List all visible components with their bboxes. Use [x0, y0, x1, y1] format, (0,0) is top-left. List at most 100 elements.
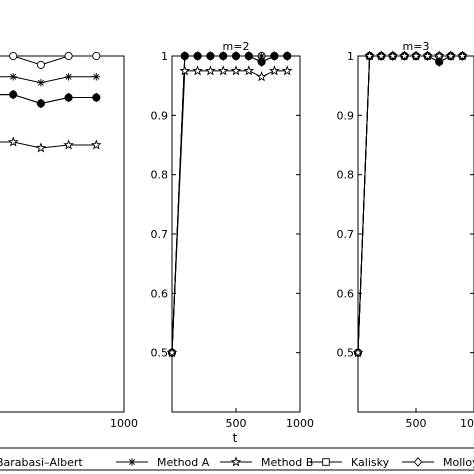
series-line — [357, 55, 463, 353]
legend-label: Method A — [157, 456, 210, 469]
panel-2: m=2 500 1000 0.5 0.6 0.7 0.8 0.9 1 — [151, 40, 315, 430]
data-point — [364, 50, 375, 61]
legend-label: Barabasi–Albert — [0, 456, 83, 469]
data-point — [36, 99, 45, 108]
data-point — [399, 50, 410, 61]
x-tick-label: 1000 — [286, 417, 314, 430]
panel-1: m=15001000 — [0, 51, 138, 430]
data-point — [281, 65, 293, 76]
series-circle-filled — [353, 51, 467, 357]
series-line — [357, 55, 463, 353]
y-tick-label: 0.6 — [151, 287, 169, 300]
series-line — [171, 55, 288, 353]
data-point — [92, 72, 101, 81]
data-point — [270, 51, 279, 61]
data-point — [219, 51, 228, 61]
data-point — [192, 65, 203, 76]
data-point — [63, 139, 74, 150]
series-star — [0, 136, 102, 153]
series-line — [171, 55, 288, 353]
data-point — [180, 51, 189, 61]
data-point — [375, 50, 387, 61]
data-point — [9, 90, 18, 99]
panel-title: m=3 — [403, 40, 430, 53]
series-circle-open — [0, 51, 101, 69]
data-point — [243, 65, 255, 76]
data-point — [422, 50, 433, 61]
x-tick-label: 500 — [226, 417, 247, 430]
data-point — [90, 139, 102, 150]
legend-marker — [413, 457, 423, 467]
panel-title: m=2 — [223, 40, 250, 53]
series-circle-open — [167, 51, 292, 357]
plot-frame — [171, 55, 301, 413]
legend-entry: Kalisky — [310, 456, 390, 469]
y-tick-label: 0.8 — [337, 169, 355, 182]
legend-marker — [230, 456, 242, 467]
data-point — [257, 57, 266, 66]
y-tick-label: 1 — [347, 50, 354, 63]
legend: Barabasi–Albert Method A Method B Kalisky Mo… — [0, 447, 474, 471]
data-point — [9, 72, 17, 81]
series-asterisk — [168, 52, 291, 357]
series-diamond — [0, 89, 101, 109]
data-point — [433, 50, 445, 61]
data-point — [64, 72, 73, 81]
series-line — [357, 55, 463, 353]
series-line — [0, 94, 97, 104]
series-circle-filled — [0, 90, 101, 108]
legend-label: Method B — [261, 456, 313, 469]
series-line — [171, 55, 288, 353]
legend-entry: Method B — [220, 456, 313, 469]
data-point — [166, 347, 178, 358]
series-diamond — [353, 51, 467, 358]
plot-frame — [0, 55, 125, 413]
series-star — [352, 50, 468, 358]
series-line — [357, 55, 463, 353]
series-circle-filled — [167, 51, 292, 357]
series-line — [0, 55, 97, 66]
panel-3: m=3 500 1000 0.5 0.6 0.7 0.8 0.9 1 — [337, 40, 474, 430]
y-tick-label: 0.8 — [151, 169, 169, 182]
x-axis-label: t — [233, 431, 238, 445]
legend-entry: Molloy — [402, 456, 474, 469]
y-tick-label: 0.9 — [151, 109, 169, 122]
data-point — [387, 50, 399, 61]
legend-entry: Barabasi–Albert — [0, 456, 83, 469]
data-point — [35, 142, 47, 153]
data-point — [206, 51, 215, 61]
data-point — [231, 51, 241, 61]
series-line — [171, 55, 288, 353]
data-point — [37, 78, 45, 87]
series-circle-open — [353, 51, 467, 357]
data-point — [92, 51, 101, 61]
series-diamond — [167, 51, 292, 358]
series-asterisk — [0, 72, 101, 87]
y-tick-label: 0.5 — [151, 347, 169, 360]
legend-label: Kalisky — [351, 456, 390, 469]
data-point — [283, 51, 292, 61]
data-point — [7, 136, 19, 147]
data-point — [217, 65, 229, 76]
data-point — [244, 51, 253, 61]
x-tick-label: 1000 — [460, 417, 474, 430]
y-tick-label: 0.6 — [337, 287, 355, 300]
x-tick-label: 500 — [406, 417, 427, 430]
legend-label: Molloy — [443, 456, 474, 469]
data-point — [205, 65, 216, 76]
legend-marker — [128, 458, 136, 466]
legend-marker — [322, 458, 330, 466]
data-point — [269, 65, 280, 76]
data-point — [179, 65, 191, 76]
data-point — [410, 50, 422, 61]
y-tick-label: 0.5 — [337, 347, 355, 360]
series-line — [0, 94, 97, 104]
data-point — [352, 347, 364, 358]
data-point — [457, 50, 468, 61]
data-point — [64, 93, 73, 102]
data-point — [9, 51, 18, 61]
y-tick-label: 0.7 — [337, 228, 355, 241]
series-line — [357, 55, 463, 353]
data-point — [92, 93, 101, 102]
